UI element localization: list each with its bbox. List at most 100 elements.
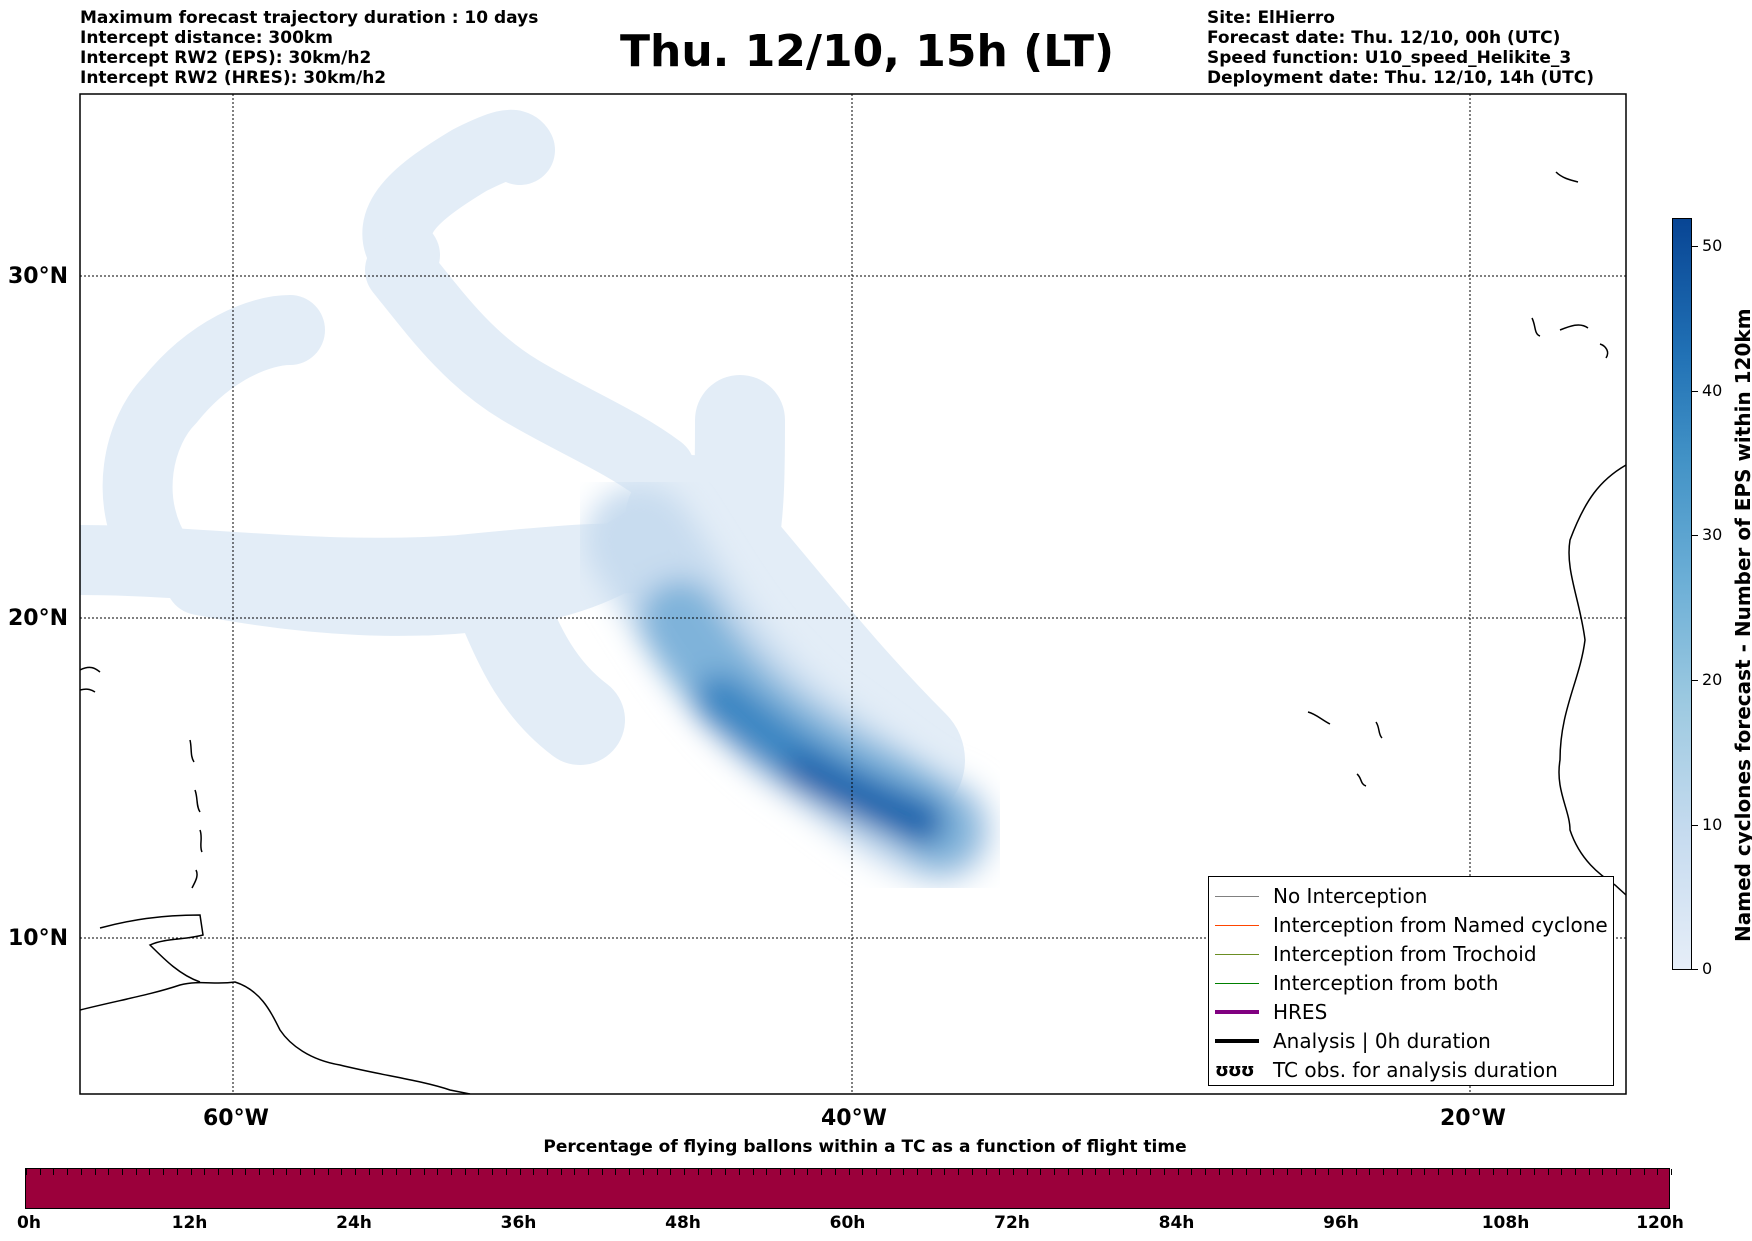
header-left-line: Intercept RW2 (HRES): 30km/h2 xyxy=(80,68,387,88)
colorbar-tick-label: 0 xyxy=(1702,959,1713,978)
timebar-tick xyxy=(944,1169,946,1175)
timebar-tick xyxy=(478,1169,480,1175)
timebar-tick xyxy=(821,1169,823,1175)
timebar-tick xyxy=(1479,1169,1481,1175)
timebar-tick xyxy=(1643,1169,1645,1175)
colorbar-tick xyxy=(1692,535,1698,536)
timebar-tick xyxy=(409,1169,411,1175)
timebar-tick xyxy=(1424,1169,1426,1175)
timebar-tick xyxy=(1657,1169,1659,1175)
legend-swatch xyxy=(1215,924,1259,926)
timebar-tick xyxy=(766,1169,768,1175)
timebar-tick xyxy=(272,1169,274,1175)
timebar-tick xyxy=(1602,1169,1604,1175)
timebar-tick xyxy=(94,1169,96,1175)
header-right-line: Deployment date: Thu. 12/10, 14h (UTC) xyxy=(1207,68,1594,88)
timebar-tick xyxy=(1575,1169,1577,1175)
legend-item: HRES xyxy=(1215,999,1610,1025)
legend-item: Analysis | 0h duration xyxy=(1215,1028,1610,1054)
timebar-tick xyxy=(437,1169,439,1175)
timebar-tick xyxy=(807,1169,809,1175)
timebar-tick xyxy=(1492,1169,1494,1175)
legend-label: No Interception xyxy=(1273,884,1428,908)
colorbar-tick xyxy=(1692,680,1698,681)
timebar-tick xyxy=(1369,1169,1371,1175)
coastline-madeira xyxy=(1555,171,1579,183)
timebar-tick xyxy=(149,1169,151,1175)
lon-label: 60°W xyxy=(203,1106,269,1131)
timebar-tick xyxy=(1054,1169,1056,1175)
coastline-south-america xyxy=(80,981,471,1094)
timebar-tick xyxy=(1588,1169,1590,1175)
colorbar-tick-label: 30 xyxy=(1702,525,1723,544)
colorbar-tick-label: 50 xyxy=(1702,236,1723,255)
eps-density-field xyxy=(80,109,995,885)
lat-label: 30°N xyxy=(8,264,69,289)
timebar-label: 108h xyxy=(1481,1213,1530,1233)
timebar-label: 12h xyxy=(171,1213,208,1233)
colorbar-tick xyxy=(1692,969,1698,970)
timebar-title: Percentage of flying ballons within a TC… xyxy=(543,1137,1187,1157)
timebar-tick xyxy=(53,1169,55,1175)
timebar-tick xyxy=(779,1169,781,1175)
timebar-tick xyxy=(1314,1169,1316,1175)
legend-label: TC obs. for analysis duration xyxy=(1273,1058,1558,1082)
timebar-tick xyxy=(450,1169,452,1175)
timebar-tick xyxy=(1383,1169,1385,1175)
lon-label: 40°W xyxy=(821,1106,887,1131)
timebar-tick xyxy=(423,1169,425,1175)
timebar-tick xyxy=(313,1169,315,1175)
timebar-tick xyxy=(259,1169,261,1175)
legend-swatch xyxy=(1215,953,1259,955)
timebar-tick xyxy=(1629,1169,1631,1175)
timebar-tick xyxy=(204,1169,206,1175)
timebar-tick xyxy=(588,1169,590,1175)
colorbar-tick xyxy=(1692,246,1698,247)
timebar-tick xyxy=(1026,1169,1028,1175)
legend-swatch xyxy=(1215,1010,1259,1014)
coastline-canary-islands xyxy=(1531,317,1609,359)
timebar-tick xyxy=(1396,1169,1398,1175)
colorbar-tick-label: 20 xyxy=(1702,670,1723,689)
timebar-tick xyxy=(1437,1169,1439,1175)
timebar-tick xyxy=(80,1169,82,1175)
timebar-tick xyxy=(368,1169,370,1175)
legend-label: HRES xyxy=(1273,1000,1328,1024)
timebar-label: 24h xyxy=(336,1213,372,1233)
timebar-tick xyxy=(999,1169,1001,1175)
timebar-tick xyxy=(1342,1169,1343,1175)
timebar-tick xyxy=(834,1169,836,1175)
timebar-tick xyxy=(684,1169,685,1175)
legend-swatch xyxy=(1215,982,1259,984)
timebar-tick xyxy=(1328,1169,1330,1175)
timebar-tick xyxy=(1287,1169,1289,1175)
timebar-tick xyxy=(1410,1169,1412,1175)
timebar-tick xyxy=(601,1169,603,1175)
timebar-tick xyxy=(519,1169,521,1175)
colorbar-tick-label: 40 xyxy=(1702,381,1723,400)
timebar-tick xyxy=(738,1169,740,1175)
timebar-tick xyxy=(1232,1169,1234,1175)
header-left-line: Intercept distance: 300km xyxy=(80,28,333,48)
legend-item: Interception from Named cyclone xyxy=(1215,912,1610,938)
timebar-tick xyxy=(492,1169,494,1175)
timebar-tick xyxy=(1547,1169,1549,1175)
timebar-tick xyxy=(163,1169,165,1175)
timebar-tick xyxy=(245,1169,247,1175)
timebar-tick xyxy=(848,1169,850,1175)
timebar-tick xyxy=(862,1169,864,1175)
header-left: Maximum forecast trajectory duration : 1… xyxy=(80,8,538,88)
timebar-tick xyxy=(1204,1169,1206,1175)
timebar-tick xyxy=(327,1169,329,1175)
timebar-tick xyxy=(697,1169,699,1175)
colorbar-tick xyxy=(1692,825,1698,826)
timebar-tick xyxy=(1163,1169,1165,1175)
timebar-tick xyxy=(752,1169,754,1175)
timebar-tick xyxy=(190,1169,192,1175)
timebar-tick xyxy=(1122,1169,1124,1175)
timebar-tick xyxy=(1561,1169,1563,1175)
timebar-tick xyxy=(382,1169,384,1175)
timebar-tick xyxy=(1259,1169,1261,1175)
timebar-tick xyxy=(1108,1169,1110,1175)
